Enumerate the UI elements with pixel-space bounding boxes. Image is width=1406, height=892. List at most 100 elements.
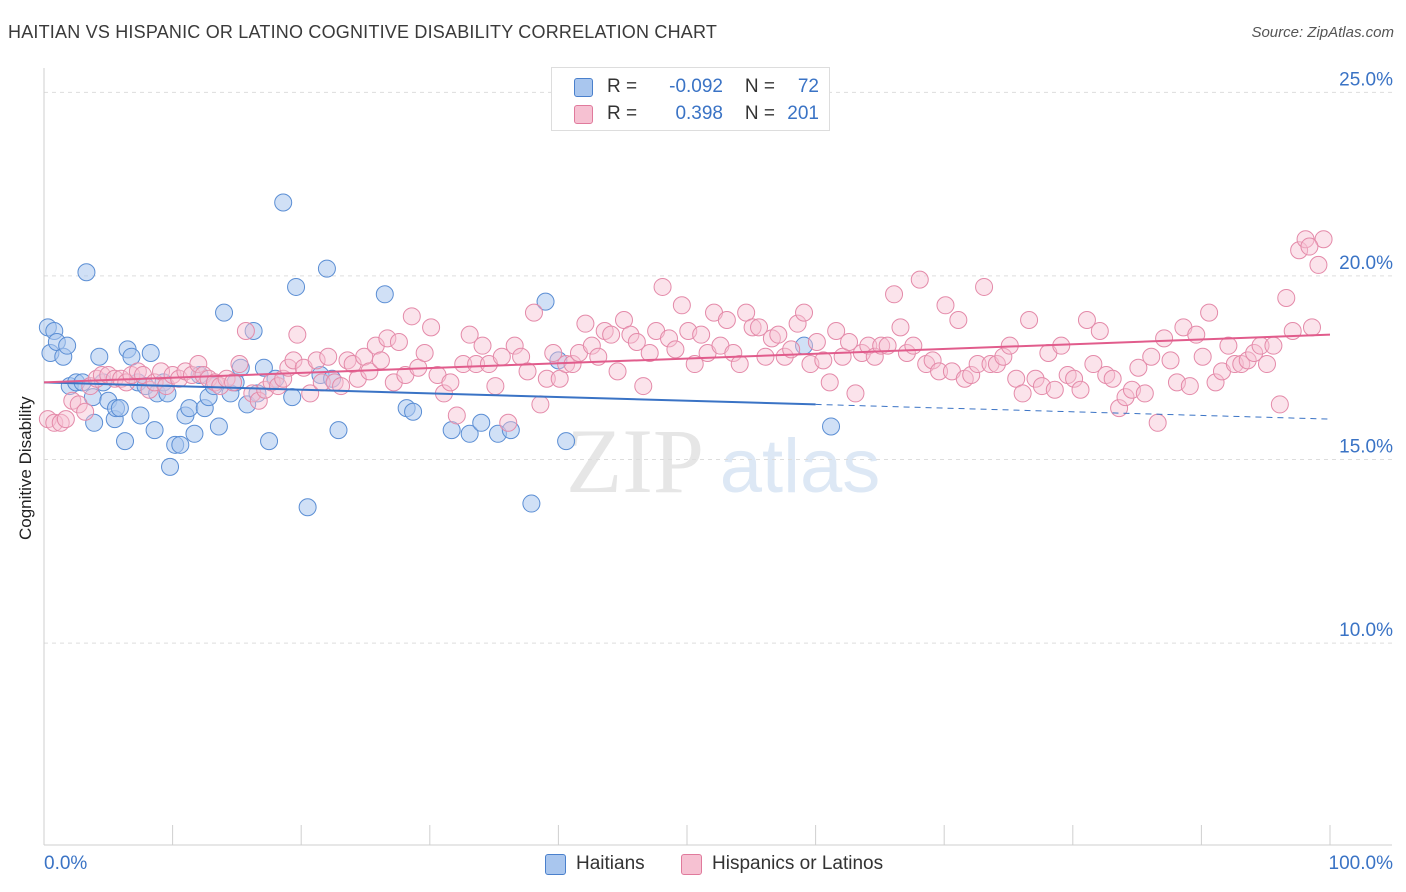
- hispanic-point: [807, 333, 826, 352]
- hispanic-point: [897, 344, 916, 363]
- hispanic-point: [1142, 347, 1161, 366]
- y-axis-label: Cognitive Disability: [16, 396, 35, 540]
- haitian-point: [77, 263, 96, 282]
- haitian-trend-line: [43, 381, 816, 406]
- haitian-point: [171, 435, 190, 454]
- hispanic-point: [885, 285, 904, 304]
- hispanic-point: [189, 355, 208, 374]
- haitian-point: [145, 421, 164, 440]
- hispanic-point: [415, 344, 434, 363]
- hispanic-point: [994, 347, 1013, 366]
- hispanic-point: [499, 413, 518, 432]
- bottom-legend-swatch-blue: [545, 853, 566, 875]
- hispanic-point: [1103, 369, 1122, 388]
- hispanic-point: [750, 318, 769, 337]
- hispanic-point: [962, 366, 981, 385]
- hispanic-point: [692, 325, 711, 344]
- legend-n-value: 72: [797, 76, 819, 97]
- hispanic-point: [1161, 351, 1180, 370]
- hispanic-point: [467, 355, 486, 374]
- hispanic-point: [1257, 355, 1276, 374]
- hispanic-point: [1065, 369, 1084, 388]
- watermark-atlas: atlas: [720, 424, 881, 509]
- hispanic-point: [288, 325, 307, 344]
- hispanic-point: [634, 377, 653, 396]
- hispanic-point: [672, 296, 691, 315]
- haitian-point: [209, 417, 228, 436]
- hispanic-point: [627, 333, 646, 352]
- hispanic-point: [319, 347, 338, 366]
- hispanic-point: [544, 344, 563, 363]
- haitian-point: [472, 413, 491, 432]
- haitian-point: [161, 457, 180, 476]
- haitian-point: [522, 494, 541, 513]
- hispanic-point: [1020, 310, 1039, 329]
- hispanic-point: [1245, 344, 1264, 363]
- hispanic-point: [441, 373, 460, 392]
- hispanic-point: [1219, 336, 1238, 355]
- hispanic-point: [891, 318, 910, 337]
- haitian-point: [110, 399, 129, 418]
- haitian-point: [404, 402, 423, 421]
- bottom-legend-haitians: Haitians: [545, 852, 645, 876]
- hispanic-point: [730, 355, 749, 374]
- haitian-point: [557, 432, 576, 451]
- hispanic-point: [788, 314, 807, 333]
- haitian-point: [460, 424, 479, 443]
- hispanic-point: [949, 310, 968, 329]
- haitian-point: [141, 344, 160, 363]
- hispanic-point: [602, 325, 621, 344]
- haitian-point: [131, 406, 150, 425]
- hispanic-point: [930, 362, 949, 381]
- hispanic-point: [1193, 347, 1212, 366]
- hispanic-point: [69, 395, 88, 414]
- hispanic-point: [653, 277, 672, 296]
- haitian-point: [822, 417, 841, 436]
- hispanic-point: [1314, 230, 1333, 249]
- hispanic-point: [524, 303, 543, 322]
- hispanic-point: [505, 336, 524, 355]
- haitian-point: [287, 277, 306, 296]
- hispanic-point: [1090, 322, 1109, 340]
- haitian-point: [317, 259, 336, 278]
- bottom-legend-hispanics: Hispanics or Latinos: [681, 852, 883, 876]
- stats-legend: R = -0.092 N = 72 R = 0.398 N = 201: [551, 67, 830, 131]
- hispanic-point: [236, 322, 255, 340]
- hispanic-point: [422, 318, 441, 337]
- legend-n-label: N =: [744, 76, 775, 97]
- y-tick-label: 20.0%: [1339, 253, 1393, 274]
- haitian-point: [283, 388, 302, 407]
- legend-n-label: N =: [744, 103, 775, 124]
- hispanic-point: [1116, 388, 1135, 407]
- haitian-point: [329, 421, 348, 440]
- hispanic-point: [840, 333, 859, 352]
- hispanic-point: [923, 351, 942, 370]
- hispanic-point: [1300, 237, 1319, 256]
- x-tick-label-max: 100.0%: [1329, 853, 1394, 874]
- haitian-point: [58, 336, 77, 355]
- hispanic-point: [486, 377, 505, 396]
- hispanic-point: [814, 351, 833, 370]
- hispanic-point: [307, 351, 326, 370]
- source-label: Source: ZipAtlas.com: [1251, 24, 1394, 41]
- hispanic-point: [531, 395, 550, 414]
- haitian-point: [158, 384, 177, 403]
- hispanic-point: [378, 329, 397, 348]
- hispanic-point: [56, 410, 75, 429]
- y-tick-label: 25.0%: [1339, 69, 1393, 90]
- hispanic-point: [1045, 380, 1064, 399]
- hispanic-point: [769, 325, 788, 344]
- hispanic-point: [1071, 380, 1090, 399]
- hispanic-point: [284, 351, 303, 370]
- hispanic-point: [904, 336, 923, 355]
- x-tick-label-min: 0.0%: [44, 853, 87, 874]
- hispanic-point: [454, 355, 473, 374]
- hispanic-point: [473, 336, 492, 355]
- hispanic-trend-line: [43, 333, 1331, 384]
- hispanic-point: [859, 336, 878, 355]
- bottom-legend-label: Haitians: [576, 853, 645, 874]
- hispanic-point: [795, 303, 814, 322]
- hispanic-point: [1148, 413, 1167, 432]
- hispanic-point: [936, 296, 955, 315]
